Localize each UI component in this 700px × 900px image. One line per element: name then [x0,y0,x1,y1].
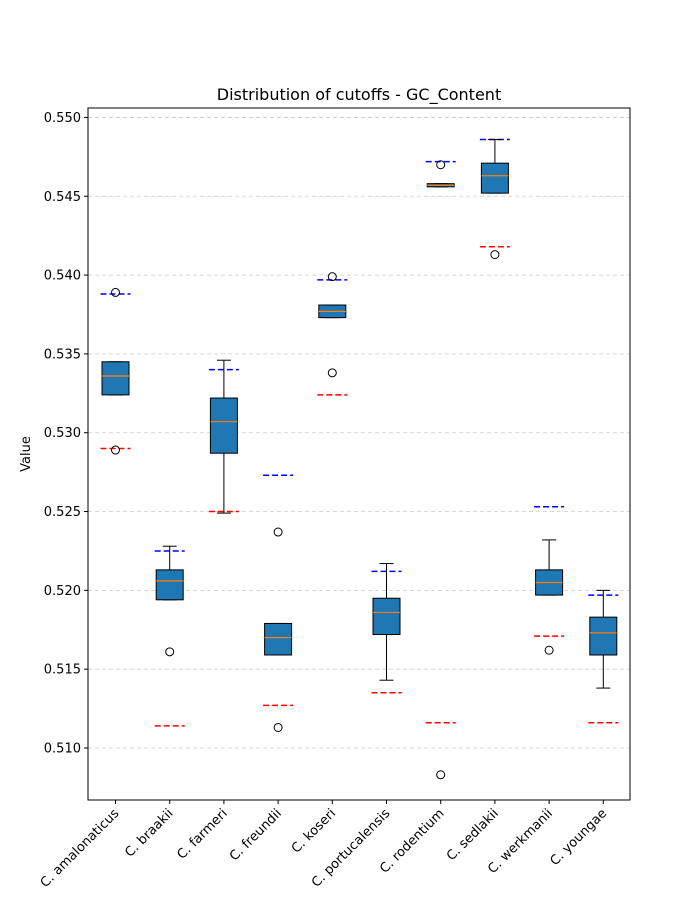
y-tick-label: 0.550 [44,111,81,126]
outlier-point [327,272,337,282]
box-plot-7 [426,160,455,780]
box-plot-8 [480,139,509,260]
box-plots [101,139,618,780]
outlier-point [111,445,120,455]
box-plot-10 [589,589,618,689]
box-body [589,616,618,656]
box-plot-6 [372,563,401,681]
box-body [155,569,184,601]
outlier-point [273,527,283,537]
y-tick-label: 0.510 [44,741,81,756]
box-plot-9 [535,539,564,655]
box-body [480,162,509,194]
box-plot-2 [155,545,184,657]
box-body [264,622,293,656]
box-plot-3 [209,359,238,514]
y-axis-label: Value [19,436,34,472]
y-tick-label: 0.525 [44,505,81,520]
box-body [372,597,401,635]
box-plot-1 [101,287,130,455]
box-body [101,361,130,396]
y-tick-label: 0.520 [44,584,81,599]
box-body [209,397,238,454]
outlier-point [111,287,120,297]
y-tick-label: 0.545 [44,190,81,205]
y-tick-label: 0.530 [44,426,81,441]
box-plot-5 [318,272,347,378]
outlier-point [436,770,446,780]
outlier-point [436,160,446,170]
chart-title: Distribution of cutoffs - GC_Content [217,85,501,105]
y-tick-label: 0.540 [44,269,81,284]
outlier-point [165,647,175,657]
outlier-point [544,645,554,655]
y-tick-label: 0.535 [44,347,81,362]
box-plot-4 [264,527,293,732]
y-tick-label: 0.515 [44,663,81,678]
outlier-point [490,250,500,260]
outlier-point [327,368,337,378]
plot-frame [87,107,631,801]
outlier-point [273,722,283,732]
y-axis: 0.510 0.515 0.520 0.525 0.530 0.535 0.540 0.545… [44,111,88,756]
